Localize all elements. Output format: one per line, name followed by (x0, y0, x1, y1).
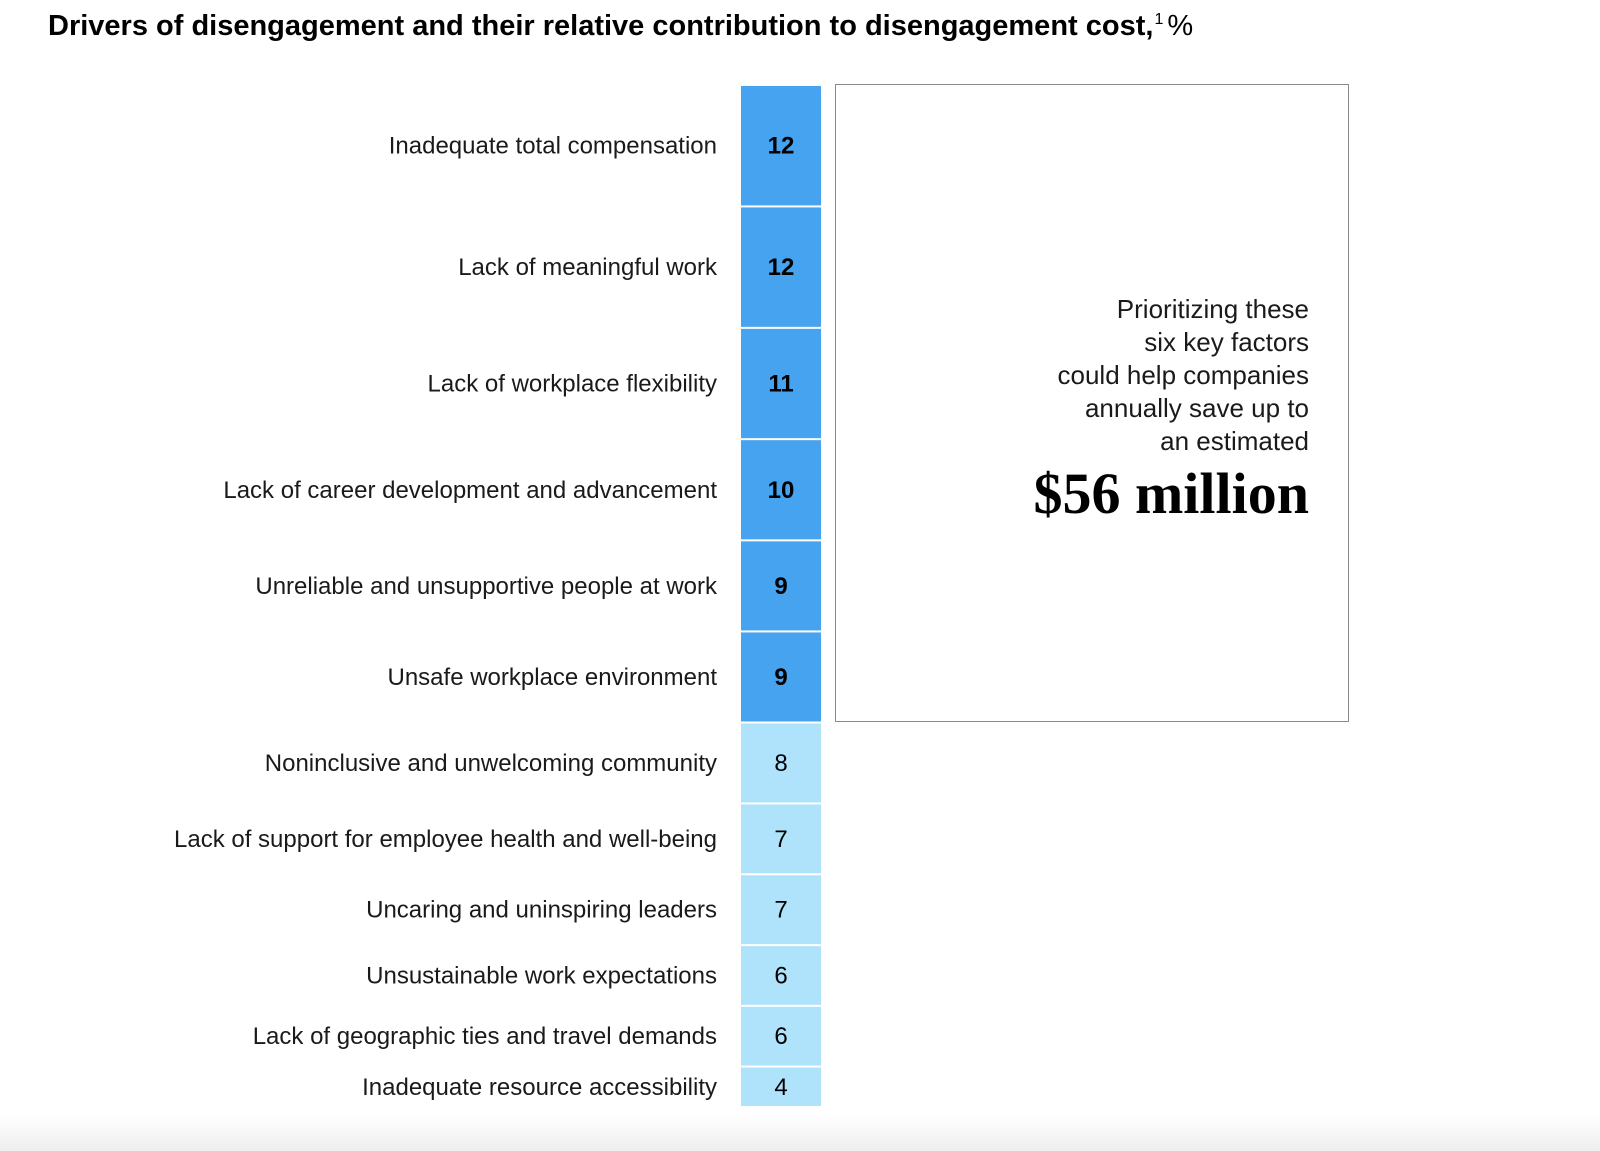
bar-segment (741, 86, 821, 206)
bar-segment (741, 946, 821, 1005)
bar-value-label: 11 (768, 371, 793, 398)
bar-segment (741, 1006, 821, 1066)
category-label: Lack of workplace flexibility (428, 371, 717, 398)
callout-line: six key factors (1144, 327, 1309, 357)
bar-segment (741, 207, 821, 327)
bar-value-label: 9 (774, 664, 787, 691)
bar-segment (741, 875, 821, 945)
bar-value-label: 7 (774, 826, 787, 853)
category-label: Inadequate resource accessibility (362, 1074, 717, 1101)
title-unit: % (1167, 10, 1194, 42)
bar-segment (741, 328, 821, 439)
category-label: Lack of career development and advanceme… (223, 477, 717, 504)
bar-value-label: 7 (774, 897, 787, 924)
bar-segment (741, 541, 821, 631)
category-label: Uncaring and uninspiring leaders (366, 897, 717, 924)
chart-title: Drivers of disengagement and their relat… (48, 10, 1193, 43)
bar-value-label: 10 (768, 477, 795, 504)
callout-savings-amount: $56 million (1033, 461, 1309, 526)
bar-value-label: 6 (774, 962, 787, 989)
bar-segment (741, 723, 821, 803)
bar-value-label: 6 (774, 1023, 787, 1050)
bar-segment (741, 804, 821, 874)
bar-value-label: 8 (774, 750, 787, 777)
category-label: Inadequate total compensation (389, 133, 717, 160)
bar-value-label: 4 (774, 1074, 787, 1101)
title-footnote-marker: 1 (1154, 11, 1164, 29)
savings-callout-box: Prioritizing these six key factors could… (835, 84, 1349, 722)
category-label: Lack of geographic ties and travel deman… (253, 1023, 717, 1050)
callout-line: could help companies (1057, 360, 1310, 390)
bar-segment (741, 440, 821, 540)
callout-line: annually save up to (1084, 393, 1309, 423)
category-label: Noninclusive and unwelcoming community (265, 750, 717, 777)
category-label: Lack of meaningful work (458, 254, 718, 281)
bar-value-label: 9 (774, 573, 787, 600)
bar-value-label: 12 (768, 133, 795, 160)
bar-value-label: 12 (768, 254, 795, 281)
bar-segment (741, 632, 821, 722)
callout-line: an estimated (1160, 426, 1309, 456)
category-label: Unsafe workplace environment (388, 664, 718, 691)
bar-segment (741, 1067, 821, 1106)
callout-description: Prioritizing these six key factors could… (949, 293, 1310, 458)
category-label: Unreliable and unsupportive people at wo… (255, 573, 718, 600)
callout-line: Prioritizing these (1116, 294, 1309, 324)
category-label: Lack of support for employee health and … (174, 826, 717, 853)
chart-title-text: Drivers of disengagement and their relat… (48, 10, 1154, 42)
category-label: Unsustainable work expectations (366, 962, 717, 989)
